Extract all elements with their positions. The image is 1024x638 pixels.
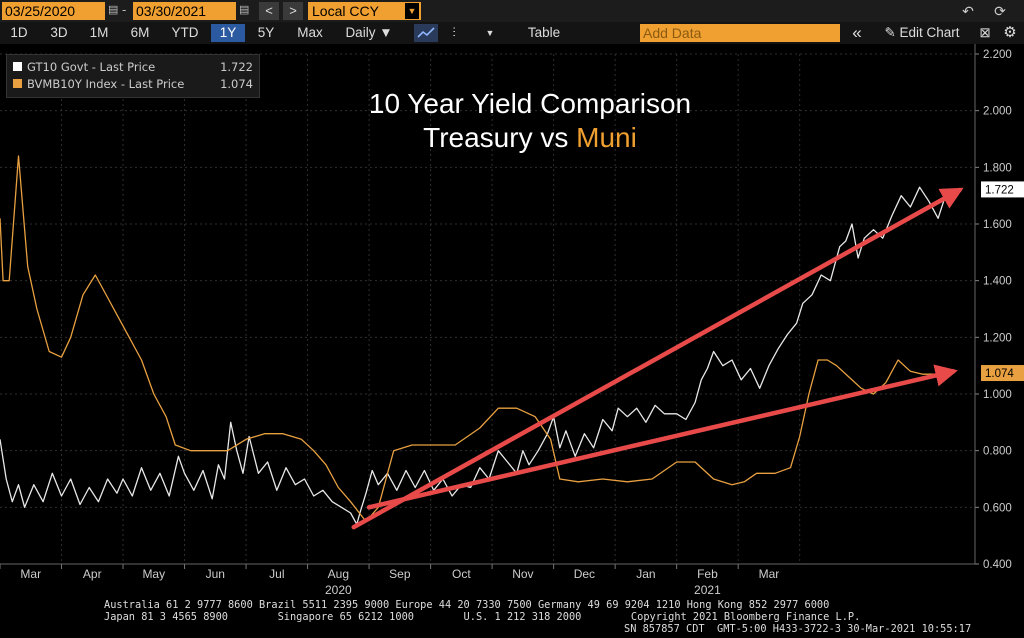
muni-series-line	[0, 155, 948, 523]
footer: Australia 61 2 9777 8600 Brazil 5511 239…	[0, 597, 1024, 638]
x-tick-label: Jul	[269, 567, 284, 581]
y-tick-label: 2.000	[983, 106, 1012, 118]
grid	[0, 53, 975, 565]
line-chart-icon[interactable]	[414, 24, 438, 42]
add-data-input[interactable]: Add Data	[640, 24, 840, 42]
tab-ytd[interactable]: YTD	[171, 25, 199, 40]
pencil-icon: ✎	[884, 25, 896, 40]
footer-timestamp: SN 857857 CDT GMT-5:00 H433-3722-3 30-Ma…	[624, 623, 972, 635]
x-tick-label: Nov	[512, 567, 533, 581]
x-tick-label: Dec	[574, 567, 595, 581]
currency-select[interactable]: Local CCY ▼	[308, 2, 421, 20]
x-tick-label: Aug	[328, 567, 349, 581]
start-date-input[interactable]: 03/25/2020	[2, 2, 105, 20]
y-tick-label: 1.400	[983, 276, 1012, 288]
prev-period-button[interactable]: <	[259, 2, 279, 20]
legend-swatch	[13, 62, 22, 71]
date-separator: -	[122, 2, 127, 17]
footer-contacts-line: Australia 61 2 9777 8600 Brazil 5511 239…	[104, 599, 830, 611]
treasury-series-line	[0, 186, 948, 525]
x-tick-label: Mar	[759, 567, 780, 581]
y-tick-label: 1.200	[983, 332, 1012, 344]
candlestick-icon[interactable]: ⫶	[452, 25, 456, 40]
x-tick-label: Jan	[636, 567, 655, 581]
legend-swatch	[13, 79, 22, 88]
legend-item[interactable]: BVMB10Y Index - Last Price 1.074	[13, 76, 253, 92]
legend-series-value: 1.722	[220, 60, 253, 74]
footer-contacts-line: Japan 81 3 4565 8900 Singapore 65 6212 1…	[104, 611, 861, 623]
x-tick-label: May	[142, 567, 165, 581]
x-tick-label: Mar	[20, 567, 41, 581]
y-tick-label: 1.800	[983, 162, 1012, 174]
last-value-label: 1.074	[985, 368, 1014, 380]
series-lines	[0, 155, 948, 525]
next-period-button[interactable]: >	[283, 2, 303, 20]
chart-type-dropdown[interactable]: ▼	[485, 28, 495, 38]
x-tick-label: Feb	[697, 567, 718, 581]
legend-item[interactable]: GT10 Govt - Last Price 1.722	[13, 59, 253, 75]
table-button[interactable]: Table	[527, 25, 561, 40]
y-tick-label: 0.800	[983, 446, 1012, 458]
chart: 2.200 2.000 1.800 1.600 1.400 1.200 1.000 0.800…	[0, 44, 1024, 597]
x-tick-label: Jun	[206, 567, 225, 581]
x-tick-label: Sep	[389, 567, 411, 581]
calendar-icon[interactable]: ▤	[108, 4, 119, 16]
annotation-arrows	[351, 187, 964, 530]
refresh-icon[interactable]: ⟳	[994, 3, 1006, 19]
y-tick-label: 0.400	[983, 559, 1012, 571]
legend-series-name: GT10 Govt - Last Price	[27, 60, 156, 74]
trend-arrow	[366, 364, 958, 510]
frequency-select[interactable]: Daily ▼	[345, 25, 393, 40]
collapse-button[interactable]: «	[852, 23, 862, 42]
calendar-icon[interactable]: ▤	[239, 4, 250, 16]
legend-series-name: BVMB10Y Index - Last Price	[27, 77, 185, 91]
chevron-down-icon: ▼	[405, 3, 419, 19]
last-value-marker	[981, 181, 1024, 198]
gear-icon[interactable]: ⚙	[1003, 24, 1017, 41]
chart-subtitle: Treasury vs Muni	[310, 122, 750, 154]
date-toolbar: 03/25/2020 ▤ - 03/30/2021 ▤ < > Local CC…	[0, 0, 1024, 22]
tab-1m[interactable]: 1M	[89, 25, 109, 40]
x-tick-label: Oct	[452, 567, 471, 581]
undo-icon[interactable]: ↶	[962, 3, 974, 19]
x-year-label: 2020	[325, 583, 352, 597]
subtitle-highlight: Muni	[576, 122, 637, 153]
subtitle-prefix: Treasury vs	[423, 122, 577, 153]
last-value-marker	[981, 365, 1024, 382]
axes	[0, 44, 979, 569]
line-chart-glyph	[417, 27, 435, 38]
tab-1d[interactable]: 1D	[10, 25, 28, 40]
last-value-label: 1.722	[985, 184, 1014, 196]
edit-chart-button[interactable]: ✎ Edit Chart	[874, 24, 970, 42]
chart-title: 10 Year Yield Comparison	[368, 88, 692, 119]
chart-legend: GT10 Govt - Last Price 1.722 BVMB10Y Ind…	[6, 54, 260, 98]
y-tick-label: 1.000	[983, 389, 1012, 401]
y-tick-label: 1.600	[983, 219, 1012, 231]
y-tick-label: 2.200	[983, 49, 1012, 61]
tab-5y[interactable]: 5Y	[257, 25, 275, 40]
y-tick-label: 0.600	[983, 502, 1012, 514]
currency-value: Local CCY	[312, 3, 379, 19]
trend-arrow	[351, 187, 964, 530]
export-icon[interactable]: ⊠	[979, 25, 991, 40]
legend-series-value: 1.074	[220, 77, 253, 91]
tab-1y[interactable]: 1Y	[211, 24, 245, 42]
axis-labels: 2.200 2.000 1.800 1.600 1.400 1.200 1.000 0.800…	[20, 49, 1024, 597]
tab-6m[interactable]: 6M	[130, 25, 150, 40]
tab-max[interactable]: Max	[297, 25, 323, 40]
x-tick-label: Apr	[83, 567, 102, 581]
end-date-input[interactable]: 03/30/2021	[133, 2, 236, 20]
edit-chart-label: Edit Chart	[899, 25, 960, 40]
tab-3d[interactable]: 3D	[50, 25, 68, 40]
x-year-label: 2021	[694, 583, 721, 597]
